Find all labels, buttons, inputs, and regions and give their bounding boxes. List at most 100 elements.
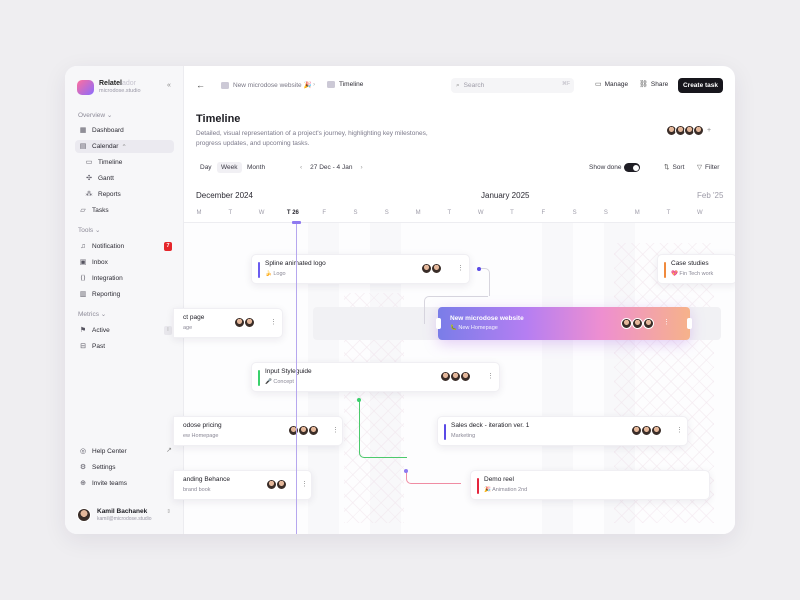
breadcrumb-project[interactable]: New microdose website 🎉 bbox=[221, 81, 312, 89]
task-card[interactable]: Case studies 💖 Fin Tech work bbox=[657, 254, 735, 284]
calendar-icon: ▤ bbox=[79, 142, 87, 150]
task-color-bar bbox=[664, 262, 666, 278]
task-tag: 🍌 Logo bbox=[265, 271, 286, 277]
sidebar-item-active[interactable]: ⚑ Active I bbox=[75, 324, 174, 337]
day-label: W bbox=[258, 210, 265, 216]
sidebar-item-tasks[interactable]: ▱ Tasks bbox=[80, 206, 109, 215]
avatar bbox=[276, 479, 287, 490]
more-options-icon[interactable]: ⋮ bbox=[332, 427, 339, 434]
sidebar-item-timeline[interactable]: ▭ Timeline bbox=[85, 158, 123, 167]
task-card[interactable]: ct page age ⋮ bbox=[173, 308, 283, 338]
more-options-icon[interactable]: ⋮ bbox=[301, 481, 308, 488]
archive-icon: ⊟ bbox=[80, 342, 86, 350]
metrics-section-label[interactable]: Metrics ⌄ bbox=[78, 311, 107, 318]
task-card[interactable]: Demo reel 🎉 Animation 2nd bbox=[470, 470, 710, 500]
view-day-tab[interactable]: Day bbox=[200, 164, 212, 171]
sparkle-icon: ✣ bbox=[86, 174, 92, 182]
brand-name: Relatelador bbox=[99, 79, 136, 87]
search-input[interactable]: ⌕ Search ⌘F bbox=[451, 78, 574, 93]
task-title: odose pricing bbox=[183, 422, 222, 429]
collapse-sidebar-icon[interactable]: « bbox=[167, 82, 171, 89]
search-shortcut: ⌘F bbox=[561, 81, 570, 87]
task-title: anding Behance bbox=[183, 476, 230, 483]
back-arrow-icon[interactable]: ← bbox=[196, 80, 205, 90]
settings-link[interactable]: ⚙ Settings bbox=[79, 463, 116, 472]
sidebar-item-notification[interactable]: ♫ Notification 7 bbox=[75, 240, 174, 253]
task-title: Input Styleguide bbox=[265, 368, 312, 375]
dependency-dot bbox=[477, 267, 481, 271]
overview-section-label[interactable]: Overview ⌄ bbox=[78, 112, 113, 119]
inbox-icon: ▣ bbox=[79, 258, 87, 266]
add-member-icon[interactable]: + bbox=[707, 127, 712, 134]
more-options-icon[interactable]: ⋮ bbox=[663, 319, 670, 326]
breadcrumb-timeline[interactable]: Timeline bbox=[327, 81, 363, 88]
dependency-dot bbox=[404, 469, 408, 473]
tools-section-label[interactable]: Tools ⌄ bbox=[78, 227, 101, 234]
manage-button[interactable]: ▭ Manage bbox=[595, 80, 629, 89]
more-options-icon[interactable]: ⋮ bbox=[487, 373, 494, 380]
sidebar-item-integration[interactable]: ⟨⟩ Integration bbox=[80, 274, 123, 283]
task-tag: ew Homepage bbox=[183, 433, 219, 439]
chevron-updown-icon: ⇕ bbox=[166, 509, 171, 515]
sidebar-item-dashboard[interactable]: ▦ Dashboard bbox=[79, 126, 124, 135]
user-profile[interactable]: Kamil Bachanek kamil@microdose.studio ⇕ bbox=[77, 506, 177, 524]
task-tag: 🎤 Concept bbox=[265, 379, 294, 385]
today-line bbox=[296, 222, 297, 534]
view-month-tab[interactable]: Month bbox=[247, 164, 266, 171]
day-label: W bbox=[696, 210, 703, 216]
dependency-line bbox=[424, 296, 488, 324]
day-label: M bbox=[634, 210, 640, 216]
show-done-toggle[interactable] bbox=[624, 163, 640, 172]
project-members[interactable]: + bbox=[666, 125, 712, 136]
brand[interactable]: Relatelador microdose.studio bbox=[77, 77, 141, 97]
avatar bbox=[308, 425, 319, 436]
avatar bbox=[621, 318, 632, 329]
task-card[interactable]: anding Behance brand book ⋮ bbox=[173, 470, 312, 500]
next-range-icon[interactable]: › bbox=[360, 164, 363, 171]
user-email: kamil@microdose.studio bbox=[97, 515, 152, 522]
filter-button[interactable]: ▽ Filter bbox=[697, 164, 720, 171]
task-title: New microdose website bbox=[450, 315, 524, 322]
task-card[interactable]: Input Styleguide 🎤 Concept ⋮ bbox=[251, 362, 500, 392]
day-label: S bbox=[353, 210, 358, 216]
help-icon: ◎ bbox=[79, 447, 87, 455]
task-card[interactable]: odose pricing ew Homepage ⋮ bbox=[173, 416, 343, 446]
more-options-icon[interactable]: ⋮ bbox=[676, 427, 683, 434]
sidebar-item-gantt[interactable]: ✣ Gantt bbox=[86, 174, 114, 183]
timeline-icon bbox=[327, 81, 335, 88]
sidebar-item-inbox[interactable]: ▣ Inbox bbox=[79, 258, 108, 267]
create-task-button[interactable]: Create task bbox=[678, 78, 723, 93]
task-card[interactable]: Spline animated logo 🍌 Logo ⋮ bbox=[251, 254, 470, 284]
task-tag: 💖 Fin Tech work bbox=[671, 271, 714, 277]
day-label: M bbox=[196, 210, 202, 216]
dependency-dot bbox=[357, 398, 361, 402]
prev-range-icon[interactable]: ‹ bbox=[300, 164, 303, 171]
share-button[interactable]: ⛓ Share bbox=[639, 80, 669, 89]
invite-teams-link[interactable]: ⊕ Invite teams bbox=[80, 479, 128, 488]
folder-icon: ▭ bbox=[595, 81, 602, 88]
reports-icon: ⁂ bbox=[85, 190, 93, 198]
flag-icon: ⚑ bbox=[79, 326, 87, 334]
more-options-icon[interactable]: ⋮ bbox=[270, 319, 277, 326]
task-color-bar bbox=[258, 370, 260, 386]
sidebar-item-reporting[interactable]: ▥ Reporting bbox=[79, 290, 121, 299]
task-card-selected[interactable]: New microdose website 🐛 New Homepage ⋮ bbox=[436, 307, 692, 340]
gear-icon: ⚙ bbox=[79, 463, 87, 471]
task-tag: 🐛 New Homepage bbox=[450, 325, 498, 331]
day-label: T bbox=[666, 210, 671, 216]
sort-button[interactable]: ⇅ Sort bbox=[664, 164, 685, 171]
sidebar-item-calendar[interactable]: ▤ Calendar ⌃ bbox=[75, 140, 174, 153]
task-title: ct page bbox=[183, 314, 205, 321]
folder-icon: ▭ bbox=[85, 158, 93, 166]
sidebar-item-past[interactable]: ⊟ Past bbox=[80, 342, 106, 351]
resize-handle-right[interactable] bbox=[687, 318, 692, 329]
help-center-link[interactable]: ◎ Help Center ↗ bbox=[79, 447, 172, 455]
more-options-icon[interactable]: ⋮ bbox=[457, 265, 464, 272]
day-header: M T W T 26 F S S M T W T F S S M T W bbox=[184, 209, 735, 223]
task-card[interactable]: Sales deck - iteration ver. 1 Marketing … bbox=[437, 416, 688, 446]
tasks-icon: ▱ bbox=[80, 206, 86, 214]
resize-handle-left[interactable] bbox=[436, 318, 441, 329]
search-icon: ⌕ bbox=[456, 81, 460, 89]
sidebar-item-reports[interactable]: ⁂ Reports bbox=[85, 190, 121, 199]
view-week-tab[interactable]: Week bbox=[217, 162, 242, 173]
